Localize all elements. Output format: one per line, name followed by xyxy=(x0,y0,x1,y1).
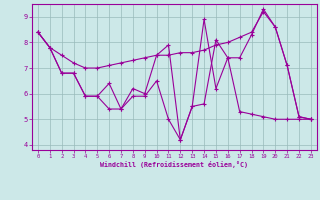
X-axis label: Windchill (Refroidissement éolien,°C): Windchill (Refroidissement éolien,°C) xyxy=(100,161,248,168)
